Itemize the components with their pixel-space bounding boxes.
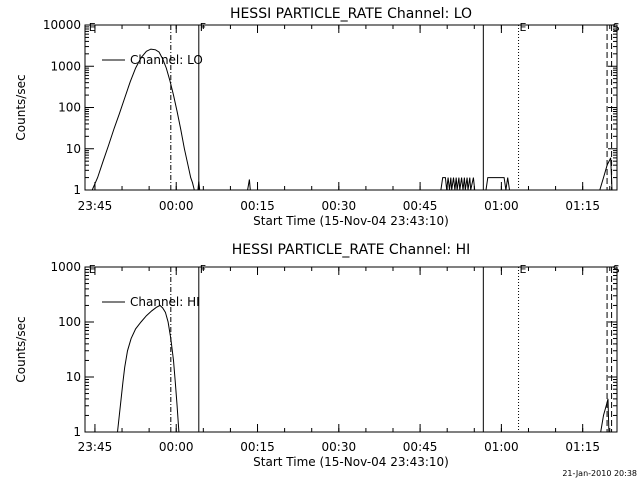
- marker-label: F: [200, 263, 206, 276]
- x-tick-label: 00:00: [159, 440, 194, 454]
- chart-title: HESSI PARTICLE_RATE Channel: HI: [232, 242, 470, 258]
- x-tick-label: 00:30: [322, 440, 357, 454]
- marker-label: E: [520, 21, 527, 34]
- y-tick-label: 1000: [50, 59, 81, 73]
- footer-timestamp: 21-Jan-2010 20:38: [562, 469, 637, 478]
- x-tick-label: 23:45: [78, 440, 113, 454]
- x-tick-label: 00:30: [322, 199, 357, 213]
- x-tick-label: 00:15: [240, 440, 275, 454]
- x-tick-label: 00:45: [403, 199, 438, 213]
- marker-label: S: [613, 263, 620, 276]
- y-axis-title: Counts/sec: [14, 316, 28, 382]
- x-tick-label: 00:15: [240, 199, 275, 213]
- x-tick-label: 00:45: [403, 440, 438, 454]
- legend-label: Channel: LO: [130, 53, 203, 67]
- y-tick-label: 1: [73, 425, 81, 439]
- x-tick-label: 01:00: [484, 199, 519, 213]
- chart-title: HESSI PARTICLE_RATE Channel: LO: [230, 6, 472, 22]
- marker-label: S: [613, 21, 620, 34]
- series-line: [91, 48, 613, 191]
- y-tick-label: 10: [66, 142, 81, 156]
- series-line: [117, 304, 610, 433]
- y-tick-label: 1000: [50, 260, 81, 274]
- y-tick-label: 10: [66, 370, 81, 384]
- x-tick-label: 23:45: [78, 199, 113, 213]
- y-tick-label: 100: [58, 101, 81, 115]
- x-axis-title: Start Time (15-Nov-04 23:43:10): [253, 455, 449, 469]
- plot-frame: [84, 266, 618, 433]
- marker-label: E: [89, 263, 96, 276]
- x-tick-label: 01:00: [484, 440, 519, 454]
- y-axis-title: Counts/sec: [14, 74, 28, 140]
- marker-label: F: [200, 21, 206, 34]
- y-tick-label: 1: [73, 183, 81, 197]
- x-axis-title: Start Time (15-Nov-04 23:43:10): [253, 214, 449, 228]
- chart-panel-lo: HESSI PARTICLE_RATE Channel: LO 23:45 00:0…: [14, 6, 620, 228]
- marker-label: E: [89, 21, 96, 34]
- y-tick-label: 100: [58, 315, 81, 329]
- plot-frame: [84, 24, 618, 191]
- chart-panel-hi: HESSI PARTICLE_RATE Channel: HI 23:45 00:0…: [14, 242, 620, 469]
- legend-label: Channel: HI: [130, 295, 200, 309]
- x-tick-label: 00:00: [159, 199, 194, 213]
- x-tick-label: 01:15: [565, 199, 600, 213]
- y-tick-label: 10000: [43, 18, 81, 32]
- marker-label: E: [520, 263, 527, 276]
- x-tick-label: 01:15: [565, 440, 600, 454]
